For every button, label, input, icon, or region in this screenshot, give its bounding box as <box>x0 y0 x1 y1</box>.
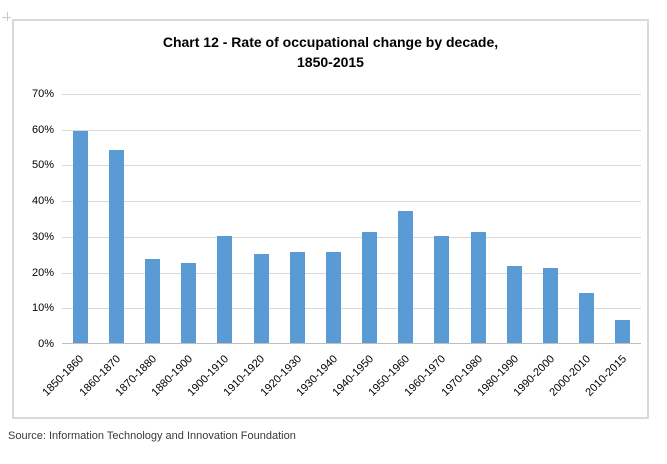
gridline <box>62 129 641 131</box>
y-axis-tick-label: 30% <box>31 230 54 243</box>
bar-1860-1870 <box>108 150 124 343</box>
y-axis-tick-label: 70% <box>31 88 54 100</box>
chart-container: Chart 12 - Rate of occupational change b… <box>12 19 649 419</box>
bar-1880-1900 <box>181 262 197 343</box>
chart-title-line1: Chart 12 - Rate of occupational change b… <box>162 34 499 50</box>
bar-1940-1950 <box>362 232 378 343</box>
gridline <box>62 236 641 238</box>
y-axis-tick-label: 50% <box>31 159 54 172</box>
gridline <box>62 94 641 95</box>
source-note: Source: Information Technology and Innov… <box>8 430 296 442</box>
bar-2010-2015 <box>615 319 631 343</box>
bar-1970-1980 <box>470 232 486 343</box>
chart-title-line2: 1850-2015 <box>297 54 364 70</box>
plot-area: 0% 10% 20% 30% 40% 50% 60% 70% 1850-1860 1860-187… <box>32 88 641 399</box>
bar-1930-1940 <box>325 251 341 343</box>
y-axis-tick-label: 40% <box>31 195 54 208</box>
gridline <box>62 165 641 167</box>
bar-2000-2010 <box>579 293 595 343</box>
x-axis-line <box>62 343 641 344</box>
bar-1960-1970 <box>434 235 450 343</box>
y-axis-tick-label: 10% <box>31 302 54 315</box>
gridline <box>62 272 641 274</box>
bar-1980-1990 <box>506 266 522 343</box>
bar-1990-2000 <box>543 268 559 343</box>
gridline <box>62 201 641 203</box>
gridline <box>62 308 641 310</box>
bar-1920-1930 <box>289 251 305 343</box>
bar-1950-1960 <box>398 210 414 343</box>
y-axis-tick-label: 0% <box>38 338 54 350</box>
bar-1870-1880 <box>144 259 160 343</box>
y-axis-tick-label: 60% <box>31 123 54 136</box>
crop-mark-icon <box>7 12 8 21</box>
bar-1900-1910 <box>217 235 233 343</box>
y-axis-tick-label: 20% <box>31 266 54 279</box>
chart-title: Chart 12 - Rate of occupational change b… <box>14 32 647 72</box>
bar-1910-1920 <box>253 253 269 343</box>
crop-mark-icon <box>2 17 11 18</box>
bar-1850-1860 <box>72 130 88 343</box>
